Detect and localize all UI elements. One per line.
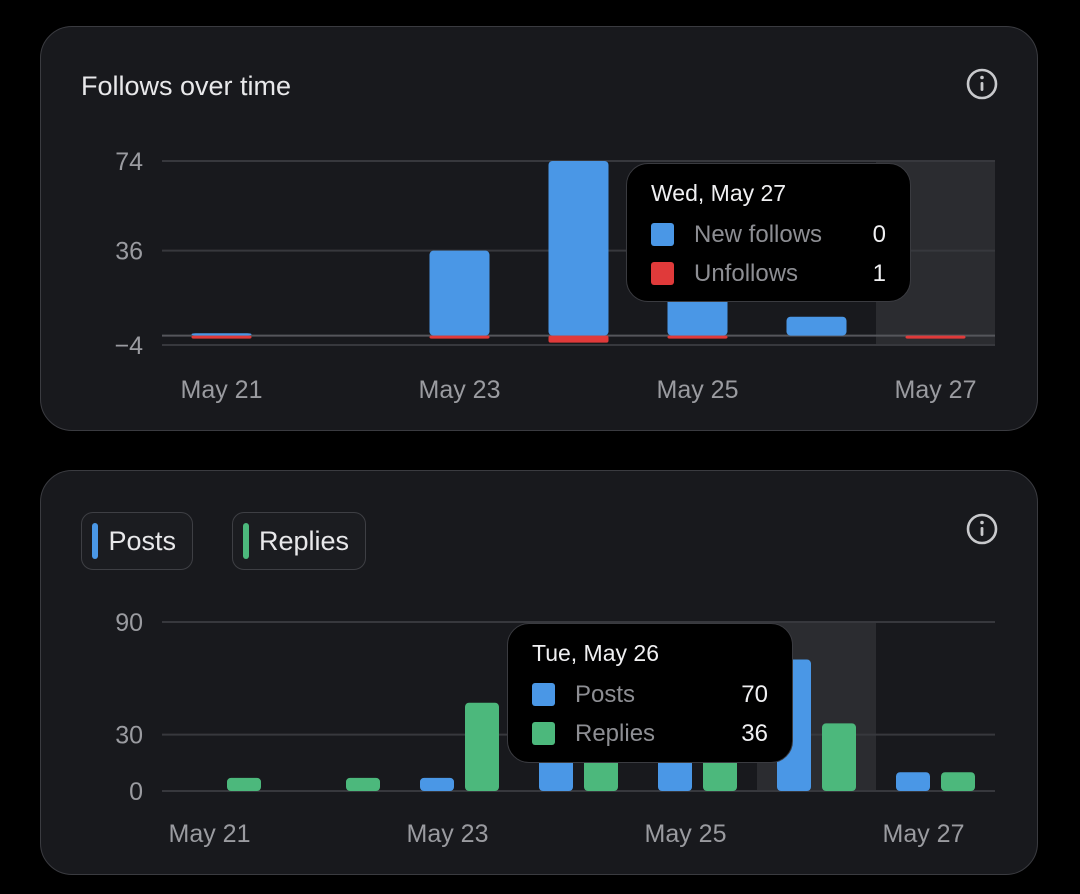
x-tick-label: May 27 xyxy=(895,376,977,404)
tooltip-date: Wed, May 27 xyxy=(651,180,787,206)
replies-bar xyxy=(227,777,261,791)
y-tick-label: 36 xyxy=(115,238,143,266)
new-follows-bar xyxy=(429,250,490,336)
replies-bar xyxy=(822,723,856,791)
info-icon[interactable] xyxy=(966,68,998,100)
replies-bar xyxy=(941,772,975,791)
tooltip-value: 0 xyxy=(872,220,886,248)
unfollows-bar xyxy=(905,335,966,339)
tooltip-row-posts: Posts 70 xyxy=(532,675,768,714)
x-tick-label: May 25 xyxy=(645,820,727,848)
unfollows-bar xyxy=(191,335,252,339)
tooltip-row-unfollows: Unfollows 1 xyxy=(651,254,886,293)
activity-card: Posts Replies 90 30 0 May 21 May 23 May 25 May… xyxy=(40,470,1038,875)
tooltip-label: Posts xyxy=(575,680,636,708)
unfollows-bar xyxy=(429,335,490,339)
posts-bar xyxy=(420,777,454,791)
tooltip-row-new-follows: New follows 0 xyxy=(651,215,886,254)
tooltip-label: New follows xyxy=(694,220,823,248)
x-tick-label: May 21 xyxy=(181,376,263,404)
x-tick-label: May 23 xyxy=(419,376,501,404)
tooltip-row-replies: Replies 36 xyxy=(532,714,768,753)
posts-swatch xyxy=(92,523,99,559)
follows-bar-chart[interactable]: 74 36 −4 May 21 May 23 May 25 May 27 xyxy=(41,27,1039,432)
replies-bar xyxy=(465,702,499,791)
tooltip-label: Replies xyxy=(575,719,656,747)
replies-swatch xyxy=(243,523,249,559)
info-icon[interactable] xyxy=(966,513,998,545)
follows-card: Follows over time 74 36 −4 May 21 May 23 May … xyxy=(40,26,1038,431)
follows-tooltip: Wed, May 27 New follows 0 Unfollows 1 xyxy=(626,163,911,302)
tooltip-date: Tue, May 26 xyxy=(532,640,659,666)
y-tick-label: 90 xyxy=(115,609,143,637)
replies-bar xyxy=(346,777,380,791)
legend-label: Posts xyxy=(108,525,176,556)
x-tick-label: May 27 xyxy=(883,820,965,848)
posts-swatch xyxy=(532,683,555,706)
tooltip-label: Unfollows xyxy=(694,259,799,287)
new-follows-bar xyxy=(548,161,609,336)
y-tick-label: 30 xyxy=(115,722,143,750)
y-tick-label: 0 xyxy=(129,778,143,806)
unfollows-bar xyxy=(667,335,728,339)
legend-label: Replies xyxy=(258,525,349,556)
x-tick-label: May 21 xyxy=(169,820,251,848)
replies-swatch xyxy=(532,722,555,745)
legend-chip-replies[interactable]: Replies xyxy=(232,512,366,570)
y-tick-label: −4 xyxy=(114,332,143,360)
unfollows-bar xyxy=(548,335,609,343)
legend-chip-posts[interactable]: Posts xyxy=(81,512,193,570)
activity-tooltip: Tue, May 26 Posts 70 Replies 36 xyxy=(507,623,793,763)
unfollows-swatch xyxy=(651,262,674,285)
y-tick-label: 74 xyxy=(115,148,143,176)
tooltip-value: 36 xyxy=(741,719,768,747)
x-tick-label: May 23 xyxy=(407,820,489,848)
tooltip-value: 70 xyxy=(741,680,768,708)
new-follows-bar xyxy=(191,333,252,336)
posts-bar xyxy=(896,772,930,791)
follows-title: Follows over time xyxy=(81,71,292,101)
x-tick-label: May 25 xyxy=(657,376,739,404)
new-follows-bar xyxy=(786,316,847,336)
new-follows-swatch xyxy=(651,223,674,246)
tooltip-value: 1 xyxy=(872,259,886,287)
